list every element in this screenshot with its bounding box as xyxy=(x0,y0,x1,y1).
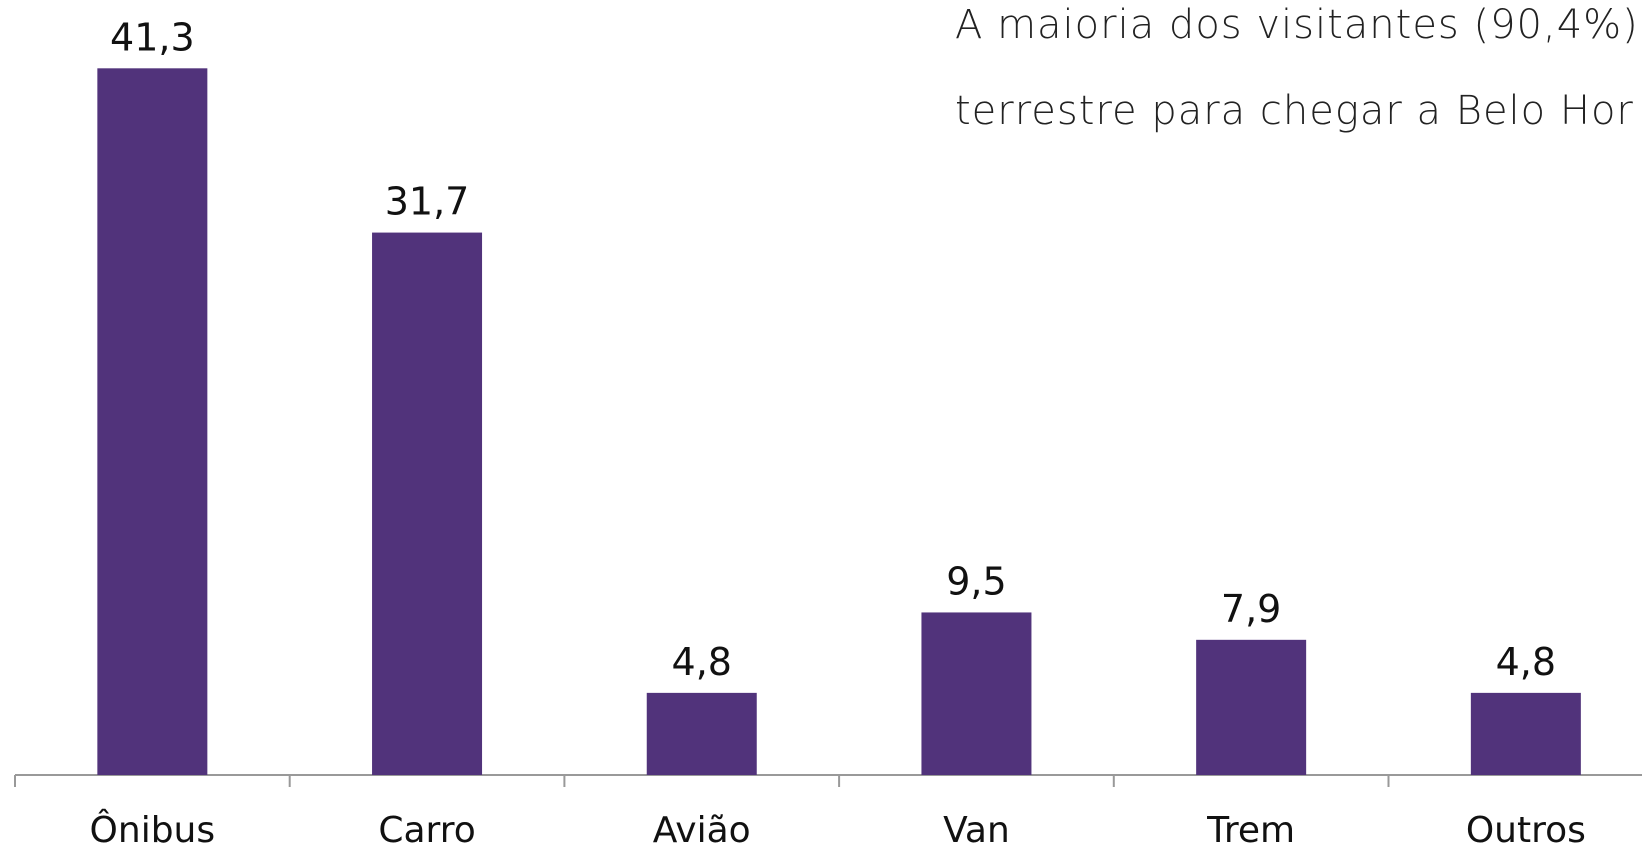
annotation-line: terrestre para chegar a Belo Hor xyxy=(955,88,1634,134)
x-tick-label: Ônibus xyxy=(90,809,216,849)
value-label: 7,9 xyxy=(1221,587,1281,631)
x-tick-label: Carro xyxy=(378,810,475,849)
bar xyxy=(97,68,208,776)
bar xyxy=(1196,639,1307,775)
bar xyxy=(646,692,757,775)
bar xyxy=(372,232,483,776)
value-label: 9,5 xyxy=(946,559,1006,603)
value-label: 31,7 xyxy=(385,180,470,224)
x-tick-label: Outros xyxy=(1466,810,1586,849)
x-tick-label: Avião xyxy=(653,810,751,849)
value-label: 4,8 xyxy=(672,640,732,684)
value-label: 4,8 xyxy=(1496,640,1556,684)
bar xyxy=(1470,692,1581,775)
bar xyxy=(921,612,1032,775)
x-tick-label: Van xyxy=(943,810,1010,849)
value-label: 41,3 xyxy=(110,15,195,59)
x-tick-label: Trem xyxy=(1206,810,1295,849)
annotation-line: A maioria dos visitantes (90,4%) xyxy=(955,2,1639,48)
